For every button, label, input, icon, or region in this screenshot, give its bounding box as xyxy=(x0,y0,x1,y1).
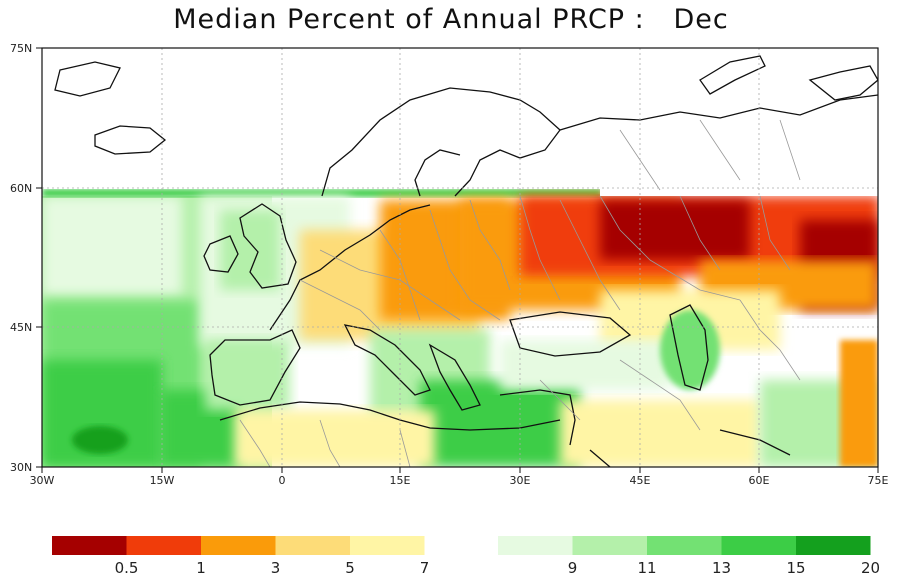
legend-label-8: 15 xyxy=(786,559,805,577)
map-frame xyxy=(41,47,879,468)
map-title: Median Percent of Annual PRCP : Dec xyxy=(173,4,729,35)
legend-box-9 xyxy=(796,536,871,555)
legend-label-2: 3 xyxy=(271,559,281,577)
axis-ticks xyxy=(36,47,879,473)
lon-label-60e: 60E xyxy=(749,474,770,487)
legend-label-6: 11 xyxy=(637,559,656,577)
map-plot-area xyxy=(42,48,878,467)
lat-label-60n: 60N xyxy=(10,182,32,195)
legend-box-2 xyxy=(201,536,276,555)
lon-label-45e: 45E xyxy=(630,474,651,487)
lon-label-30e: 30E xyxy=(510,474,531,487)
lat-label-75n: 75N xyxy=(10,42,32,55)
coastlines xyxy=(54,55,878,467)
legend-box-8 xyxy=(721,536,796,555)
legend-box-4 xyxy=(350,536,425,555)
lon-label-15w: 15W xyxy=(150,474,175,487)
legend-label-0: 0.5 xyxy=(115,559,139,577)
legend-box-0 xyxy=(52,536,127,555)
lon-label-30w: 30W xyxy=(30,474,55,487)
national-borders xyxy=(239,119,801,467)
legend-colorbar xyxy=(52,536,871,555)
legend-box-6 xyxy=(572,536,647,555)
lat-label-30n: 30N xyxy=(10,461,32,474)
legend-label-4: 7 xyxy=(420,559,430,577)
legend-box-5 xyxy=(498,536,573,555)
legend-box-1 xyxy=(126,536,201,555)
legend-label-9: 20 xyxy=(861,559,880,577)
lat-label-45n: 45N xyxy=(10,321,32,334)
lon-label-15e: 15E xyxy=(390,474,411,487)
lon-label-75e: 75E xyxy=(868,474,889,487)
legend-label-5: 9 xyxy=(568,559,578,577)
legend-box-7 xyxy=(647,536,722,555)
legend-labels: 0.5 1 3 5 7 9 11 13 15 20 xyxy=(115,559,880,577)
gridlines xyxy=(42,48,878,467)
legend-label-3: 5 xyxy=(345,559,355,577)
precip-field xyxy=(42,48,878,467)
legend-box-3 xyxy=(275,536,350,555)
lon-label-0: 0 xyxy=(279,474,286,487)
legend-label-1: 1 xyxy=(196,559,206,577)
legend-label-7: 13 xyxy=(712,559,731,577)
